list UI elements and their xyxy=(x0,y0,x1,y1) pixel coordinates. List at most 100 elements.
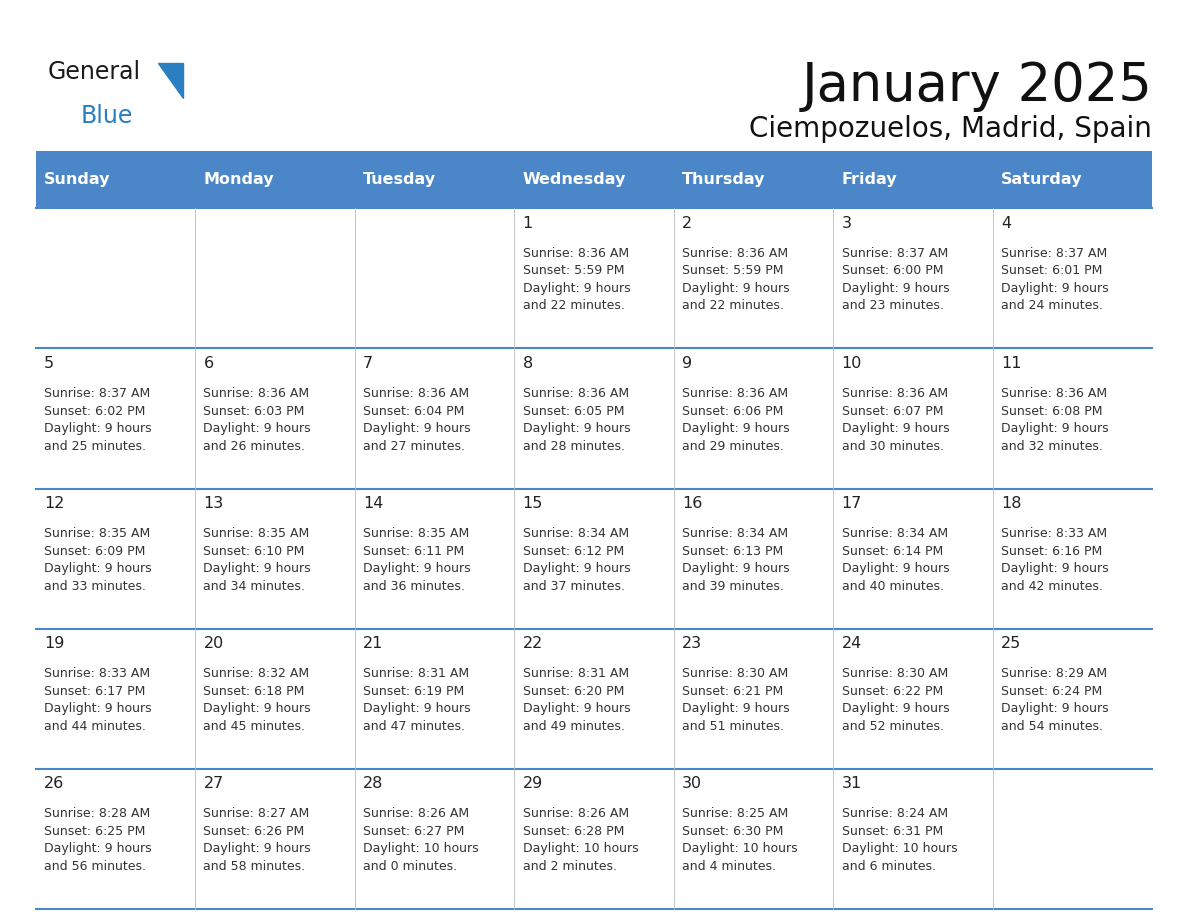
Text: Sunrise: 8:29 AM
Sunset: 6:24 PM
Daylight: 9 hours
and 54 minutes.: Sunrise: 8:29 AM Sunset: 6:24 PM Dayligh… xyxy=(1001,667,1108,733)
Text: Sunrise: 8:37 AM
Sunset: 6:01 PM
Daylight: 9 hours
and 24 minutes.: Sunrise: 8:37 AM Sunset: 6:01 PM Dayligh… xyxy=(1001,247,1108,312)
Text: Sunrise: 8:28 AM
Sunset: 6:25 PM
Daylight: 9 hours
and 56 minutes.: Sunrise: 8:28 AM Sunset: 6:25 PM Dayligh… xyxy=(44,807,152,873)
Bar xyxy=(833,629,993,768)
Text: 26: 26 xyxy=(44,776,64,791)
Text: 29: 29 xyxy=(523,776,543,791)
Text: 14: 14 xyxy=(364,496,384,511)
Bar xyxy=(36,208,195,349)
Text: Sunrise: 8:36 AM
Sunset: 5:59 PM
Daylight: 9 hours
and 22 minutes.: Sunrise: 8:36 AM Sunset: 5:59 PM Dayligh… xyxy=(523,247,630,312)
Text: Sunrise: 8:36 AM
Sunset: 6:07 PM
Daylight: 9 hours
and 30 minutes.: Sunrise: 8:36 AM Sunset: 6:07 PM Dayligh… xyxy=(841,387,949,453)
Text: Sunrise: 8:27 AM
Sunset: 6:26 PM
Daylight: 9 hours
and 58 minutes.: Sunrise: 8:27 AM Sunset: 6:26 PM Dayligh… xyxy=(203,807,311,873)
Text: 25: 25 xyxy=(1001,636,1022,651)
Bar xyxy=(993,349,1152,488)
Text: Sunrise: 8:31 AM
Sunset: 6:20 PM
Daylight: 9 hours
and 49 minutes.: Sunrise: 8:31 AM Sunset: 6:20 PM Dayligh… xyxy=(523,667,630,733)
Text: Sunrise: 8:36 AM
Sunset: 5:59 PM
Daylight: 9 hours
and 22 minutes.: Sunrise: 8:36 AM Sunset: 5:59 PM Dayligh… xyxy=(682,247,790,312)
Text: Sunrise: 8:36 AM
Sunset: 6:08 PM
Daylight: 9 hours
and 32 minutes.: Sunrise: 8:36 AM Sunset: 6:08 PM Dayligh… xyxy=(1001,387,1108,453)
Text: Sunrise: 8:30 AM
Sunset: 6:21 PM
Daylight: 9 hours
and 51 minutes.: Sunrise: 8:30 AM Sunset: 6:21 PM Dayligh… xyxy=(682,667,790,733)
Text: Blue: Blue xyxy=(81,104,133,128)
Text: Sunrise: 8:31 AM
Sunset: 6:19 PM
Daylight: 9 hours
and 47 minutes.: Sunrise: 8:31 AM Sunset: 6:19 PM Dayligh… xyxy=(364,667,470,733)
Bar xyxy=(195,629,355,768)
Text: Sunrise: 8:24 AM
Sunset: 6:31 PM
Daylight: 10 hours
and 6 minutes.: Sunrise: 8:24 AM Sunset: 6:31 PM Dayligh… xyxy=(841,807,958,873)
Text: 13: 13 xyxy=(203,496,223,511)
Text: Sunrise: 8:34 AM
Sunset: 6:14 PM
Daylight: 9 hours
and 40 minutes.: Sunrise: 8:34 AM Sunset: 6:14 PM Dayligh… xyxy=(841,527,949,593)
Bar xyxy=(36,349,195,488)
Text: Sunrise: 8:36 AM
Sunset: 6:06 PM
Daylight: 9 hours
and 29 minutes.: Sunrise: 8:36 AM Sunset: 6:06 PM Dayligh… xyxy=(682,387,790,453)
Bar xyxy=(195,151,355,208)
Bar xyxy=(674,208,833,349)
Text: 20: 20 xyxy=(203,636,223,651)
Text: Sunrise: 8:32 AM
Sunset: 6:18 PM
Daylight: 9 hours
and 45 minutes.: Sunrise: 8:32 AM Sunset: 6:18 PM Dayligh… xyxy=(203,667,311,733)
Text: Wednesday: Wednesday xyxy=(523,173,626,187)
Bar xyxy=(833,151,993,208)
Text: 23: 23 xyxy=(682,636,702,651)
Bar xyxy=(993,488,1152,629)
Bar xyxy=(355,488,514,629)
Text: Sunday: Sunday xyxy=(44,173,110,187)
Bar xyxy=(514,151,674,208)
Text: Sunrise: 8:34 AM
Sunset: 6:12 PM
Daylight: 9 hours
and 37 minutes.: Sunrise: 8:34 AM Sunset: 6:12 PM Dayligh… xyxy=(523,527,630,593)
Text: 2: 2 xyxy=(682,216,693,230)
Text: Sunrise: 8:33 AM
Sunset: 6:16 PM
Daylight: 9 hours
and 42 minutes.: Sunrise: 8:33 AM Sunset: 6:16 PM Dayligh… xyxy=(1001,527,1108,593)
Text: Sunrise: 8:37 AM
Sunset: 6:00 PM
Daylight: 9 hours
and 23 minutes.: Sunrise: 8:37 AM Sunset: 6:00 PM Dayligh… xyxy=(841,247,949,312)
Text: 7: 7 xyxy=(364,356,373,371)
Bar xyxy=(674,488,833,629)
Text: 19: 19 xyxy=(44,636,64,651)
Bar xyxy=(514,629,674,768)
Bar xyxy=(833,349,993,488)
Text: Friday: Friday xyxy=(841,173,897,187)
Bar xyxy=(514,488,674,629)
Text: 8: 8 xyxy=(523,356,532,371)
Bar xyxy=(674,629,833,768)
Text: Tuesday: Tuesday xyxy=(364,173,436,187)
Text: 17: 17 xyxy=(841,496,862,511)
Text: 22: 22 xyxy=(523,636,543,651)
Bar xyxy=(36,151,195,208)
Text: Sunrise: 8:34 AM
Sunset: 6:13 PM
Daylight: 9 hours
and 39 minutes.: Sunrise: 8:34 AM Sunset: 6:13 PM Dayligh… xyxy=(682,527,790,593)
Text: Sunrise: 8:35 AM
Sunset: 6:10 PM
Daylight: 9 hours
and 34 minutes.: Sunrise: 8:35 AM Sunset: 6:10 PM Dayligh… xyxy=(203,527,311,593)
Bar xyxy=(514,768,674,909)
Bar xyxy=(674,768,833,909)
Text: 5: 5 xyxy=(44,356,55,371)
Text: 6: 6 xyxy=(203,356,214,371)
Text: Sunrise: 8:35 AM
Sunset: 6:09 PM
Daylight: 9 hours
and 33 minutes.: Sunrise: 8:35 AM Sunset: 6:09 PM Dayligh… xyxy=(44,527,152,593)
Text: 10: 10 xyxy=(841,356,862,371)
Text: 16: 16 xyxy=(682,496,702,511)
Text: Sunrise: 8:36 AM
Sunset: 6:05 PM
Daylight: 9 hours
and 28 minutes.: Sunrise: 8:36 AM Sunset: 6:05 PM Dayligh… xyxy=(523,387,630,453)
Text: 4: 4 xyxy=(1001,216,1011,230)
Bar xyxy=(833,488,993,629)
Bar xyxy=(355,349,514,488)
Text: Sunrise: 8:26 AM
Sunset: 6:27 PM
Daylight: 10 hours
and 0 minutes.: Sunrise: 8:26 AM Sunset: 6:27 PM Dayligh… xyxy=(364,807,479,873)
Bar xyxy=(993,629,1152,768)
Bar xyxy=(355,768,514,909)
Text: Sunrise: 8:25 AM
Sunset: 6:30 PM
Daylight: 10 hours
and 4 minutes.: Sunrise: 8:25 AM Sunset: 6:30 PM Dayligh… xyxy=(682,807,797,873)
Text: 3: 3 xyxy=(841,216,852,230)
Text: General: General xyxy=(48,60,140,84)
Text: 18: 18 xyxy=(1001,496,1022,511)
Text: 27: 27 xyxy=(203,776,223,791)
Bar xyxy=(195,488,355,629)
Bar xyxy=(674,151,833,208)
Text: January 2025: January 2025 xyxy=(802,60,1152,112)
Bar xyxy=(195,768,355,909)
Text: 31: 31 xyxy=(841,776,861,791)
Text: 28: 28 xyxy=(364,776,384,791)
Text: Ciempozuelos, Madrid, Spain: Ciempozuelos, Madrid, Spain xyxy=(750,115,1152,143)
Bar xyxy=(514,349,674,488)
Text: Monday: Monday xyxy=(203,173,274,187)
Text: Sunrise: 8:36 AM
Sunset: 6:03 PM
Daylight: 9 hours
and 26 minutes.: Sunrise: 8:36 AM Sunset: 6:03 PM Dayligh… xyxy=(203,387,311,453)
Polygon shape xyxy=(158,63,183,98)
Bar xyxy=(355,151,514,208)
Bar xyxy=(195,208,355,349)
Text: 24: 24 xyxy=(841,636,861,651)
Text: 1: 1 xyxy=(523,216,532,230)
Text: 12: 12 xyxy=(44,496,64,511)
Text: 30: 30 xyxy=(682,776,702,791)
Text: Sunrise: 8:26 AM
Sunset: 6:28 PM
Daylight: 10 hours
and 2 minutes.: Sunrise: 8:26 AM Sunset: 6:28 PM Dayligh… xyxy=(523,807,638,873)
Bar xyxy=(36,629,195,768)
Bar xyxy=(993,768,1152,909)
Bar xyxy=(355,629,514,768)
Text: 9: 9 xyxy=(682,356,693,371)
Text: Sunrise: 8:37 AM
Sunset: 6:02 PM
Daylight: 9 hours
and 25 minutes.: Sunrise: 8:37 AM Sunset: 6:02 PM Dayligh… xyxy=(44,387,152,453)
Bar xyxy=(993,208,1152,349)
Bar xyxy=(36,768,195,909)
Bar xyxy=(36,488,195,629)
